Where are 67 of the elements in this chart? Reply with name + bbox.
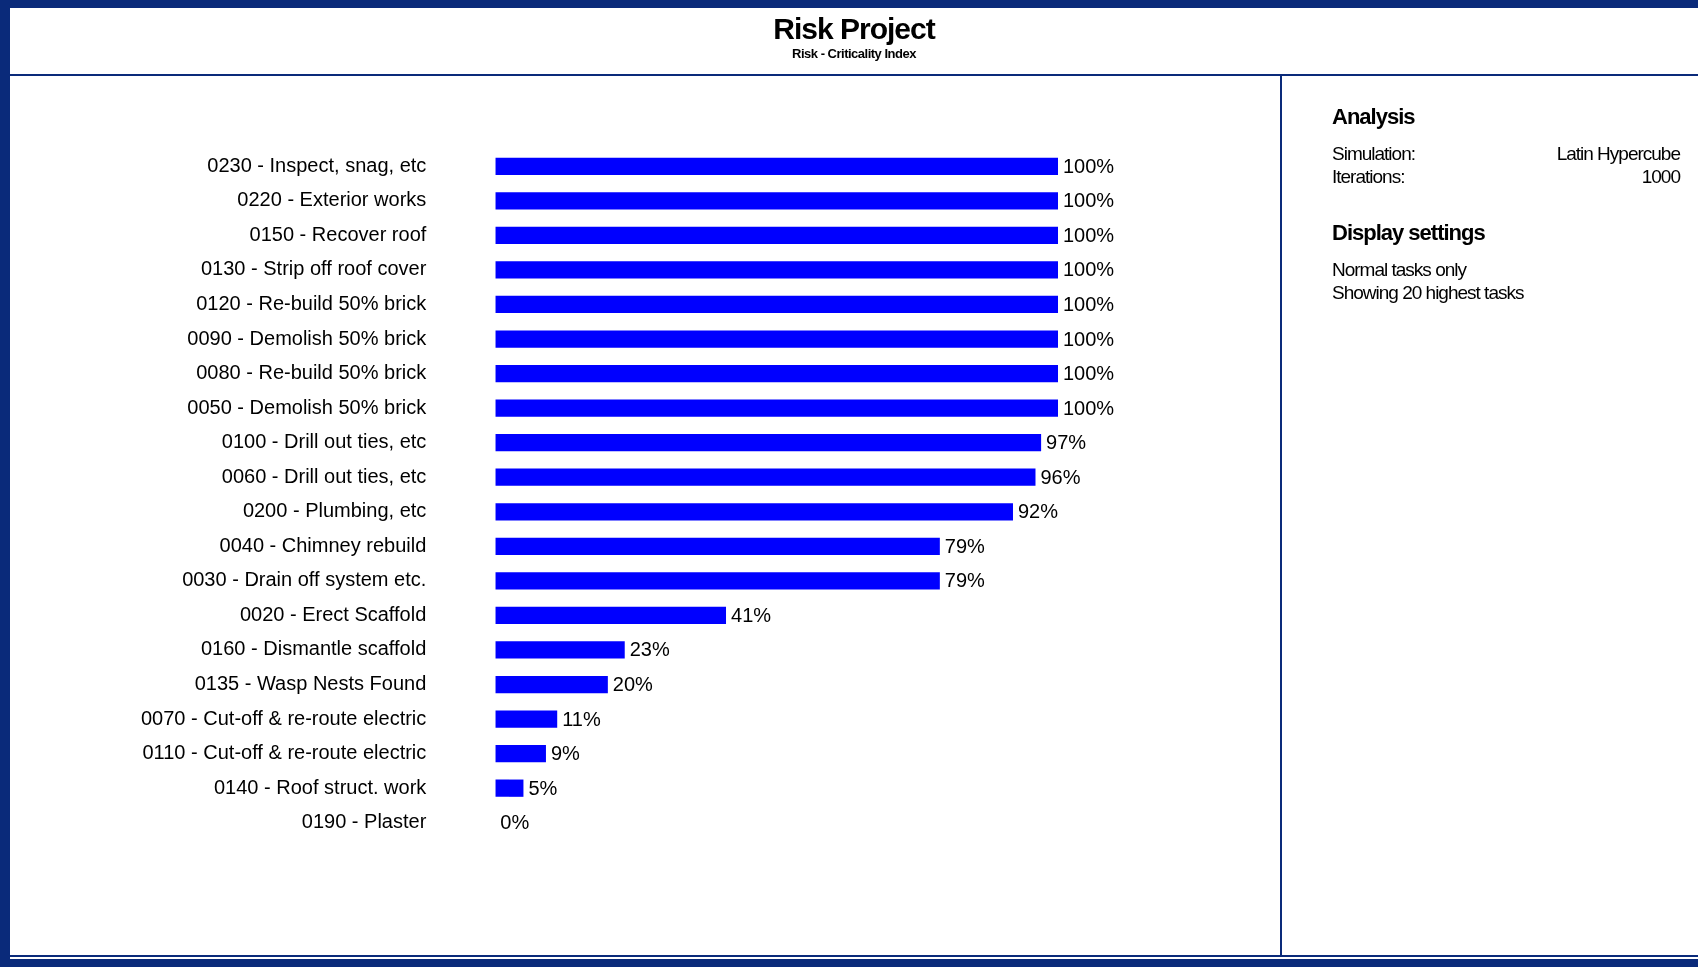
y-tick-label: 0220 - Exterior works: [237, 188, 427, 211]
text: Display settings: [1332, 220, 1485, 245]
y-tick-label: 0110 - Cut-off & re-route electric: [142, 741, 427, 764]
y-tick-label: 0150 - Recover roof: [249, 222, 427, 245]
bar: [495, 675, 608, 694]
data-label: 100%: [1063, 223, 1115, 246]
data-label: 5%: [528, 776, 558, 799]
y-tick-label: 0190 - Plaster: [301, 810, 427, 833]
bar: [495, 641, 625, 659]
data-label: 100%: [1063, 327, 1115, 350]
data-label: 96%: [1040, 465, 1081, 488]
bar: [495, 468, 1036, 486]
text: Normal tasks only: [1332, 258, 1466, 281]
bar: [495, 226, 1058, 245]
data-label: 20%: [612, 673, 654, 696]
y-tick-label: 0200 - Plumbing, etc: [242, 499, 427, 522]
bar: [495, 295, 1058, 314]
y-tick-label: 0050 - Demolish 50% brick: [187, 395, 428, 418]
y-tick-label: 0135 - Wasp Nests Found: [194, 672, 427, 695]
bar: [495, 434, 1042, 452]
text: Showing 20 highest tasks: [1332, 281, 1524, 304]
text: Analysis: [1332, 104, 1415, 129]
data-label: 79%: [944, 569, 986, 592]
bar: [495, 744, 546, 763]
text: Simulation: Latin Hypercube: [1332, 143, 1680, 164]
y-tick-label: 0070 - Cut-off & re-route electric: [141, 706, 427, 729]
bar: [495, 710, 558, 728]
bar: [495, 364, 1058, 383]
bar: [495, 261, 1058, 279]
y-tick-label: 0060 - Drill out ties, etc: [221, 464, 427, 487]
bar: [495, 503, 1013, 521]
bar: [495, 572, 940, 590]
data-label: 100%: [1063, 396, 1115, 419]
data-label: 0%: [500, 811, 530, 834]
y-tick-label: 0030 - Drain off system etc.: [182, 568, 427, 591]
data-label: 9%: [550, 742, 581, 765]
bar: [495, 606, 727, 625]
y-tick-label: 0040 - Chimney rebuild: [219, 533, 427, 556]
data-label: 100%: [1063, 154, 1115, 177]
y-tick-label: 0120 - Re-build 50% brick: [196, 291, 428, 314]
data-label: 92%: [1017, 500, 1059, 523]
y-tick-label: 0140 - Roof struct. work: [214, 775, 428, 798]
data-label: 23%: [629, 638, 670, 661]
y-tick-label: 0130 - Strip off roof cover: [201, 257, 427, 280]
chart-subtitle: Risk - Criticality Index: [791, 46, 917, 61]
text: Iterations: 1000: [1332, 166, 1680, 187]
y-tick-label: 0090 - Demolish 50% brick: [187, 326, 428, 349]
data-label: 100%: [1063, 292, 1115, 315]
bar: [495, 330, 1058, 348]
chart-title: Risk Project: [772, 12, 937, 46]
bar: [495, 157, 1058, 175]
y-tick-label: 0020 - Erect Scaffold: [239, 602, 427, 625]
y-tick-label: 0080 - Re-build 50% brick: [196, 361, 428, 384]
data-label: 97%: [1046, 431, 1087, 454]
bar: [495, 192, 1058, 210]
bar: [495, 399, 1058, 417]
bar: [495, 779, 524, 797]
data-label: 11%: [562, 707, 601, 730]
data-label: 100%: [1063, 362, 1115, 385]
y-tick-label: 0160 - Dismantle scaffold: [201, 637, 427, 660]
data-label: 79%: [944, 534, 986, 557]
data-label: 41%: [731, 603, 772, 626]
y-tick-label: 0230 - Inspect, snag, etc: [207, 153, 427, 176]
data-label: 100%: [1063, 189, 1115, 212]
bar: [495, 537, 940, 555]
y-tick-label: 0100 - Drill out ties, etc: [221, 430, 427, 453]
data-label: 100%: [1063, 258, 1115, 281]
